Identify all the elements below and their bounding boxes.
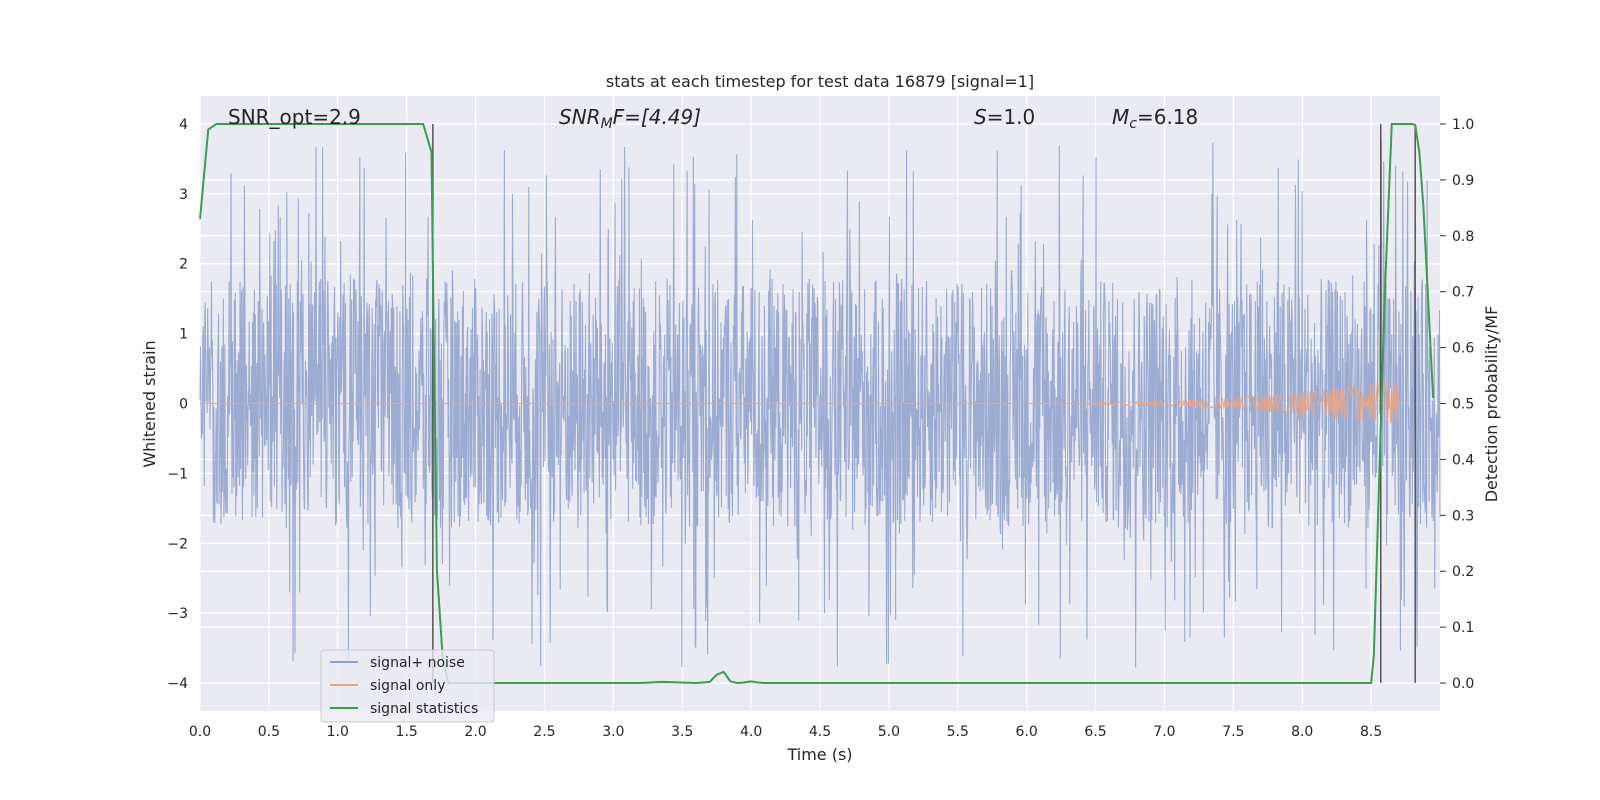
y2-tick-label-0: 0.0 — [1452, 676, 1474, 692]
mc-rest: =6.18 — [1137, 105, 1198, 129]
snr-mf-rest: F=[4.49] — [613, 105, 701, 129]
y2-tick-label-6: 0.6 — [1452, 341, 1474, 357]
x-tick-label-6: 3.0 — [602, 724, 624, 740]
legend-label-signal-noise: signal+ noise — [370, 655, 465, 671]
y-tick-label-5: 1 — [179, 327, 188, 343]
x-tick-label-2: 1.0 — [327, 724, 349, 740]
s-annotation: S=1.0 — [974, 105, 1035, 129]
y-tick-label-8: 4 — [179, 117, 188, 133]
legend: signal+ noise signal only signal statist… — [320, 649, 495, 723]
y-tick-label-3: −1 — [167, 466, 188, 482]
y2-tick-label-5: 0.5 — [1452, 397, 1474, 413]
y-tick-label-2: −2 — [167, 536, 188, 552]
mc-var: M — [1112, 105, 1129, 129]
x-tick-label-13: 6.5 — [1084, 724, 1106, 740]
snr-opt-annotation: SNR_opt=2.9 — [228, 105, 361, 129]
x-tick-label-0: 0.0 — [189, 724, 211, 740]
mc-sub: c — [1129, 116, 1137, 132]
x-tick-label-8: 4.0 — [740, 724, 762, 740]
y2-tick-label-9: 0.9 — [1452, 173, 1474, 189]
x-tick-label-10: 5.0 — [878, 724, 900, 740]
x-tick-label-16: 8.0 — [1291, 724, 1313, 740]
y2-tick-label-2: 0.2 — [1452, 564, 1474, 580]
y-axis-ticks: −4 −3 −2 −1 0 1 2 3 4 — [167, 117, 188, 692]
y-tick-label-7: 3 — [179, 187, 188, 203]
y2-axis-ticks: 0.0 0.1 0.2 0.3 0.4 0.5 0.6 0.7 0.8 0.9 1.0 — [1440, 117, 1474, 692]
x-tick-label-14: 7.0 — [1153, 724, 1175, 740]
signal-noise-line — [199, 138, 1441, 668]
snr-mf-sub: M — [601, 116, 613, 132]
y2-tick-label-1: 0.1 — [1452, 620, 1474, 636]
chart-title: stats at each timestep for test data 168… — [606, 72, 1034, 91]
x-tick-label-7: 3.5 — [671, 724, 693, 740]
signal-statistics-series — [199, 122, 1435, 685]
snr-mf-base: SNR — [559, 105, 601, 129]
y2-tick-label-7: 0.7 — [1452, 285, 1474, 301]
legend-box — [320, 649, 495, 723]
x-tick-label-9: 4.5 — [809, 724, 831, 740]
y-axis-label: Whitened strain — [140, 340, 159, 467]
y-tick-label-0: −4 — [167, 676, 188, 692]
s-rest: =1.0 — [987, 105, 1036, 129]
x-tick-label-5: 2.5 — [533, 724, 555, 740]
legend-label-signal-only: signal only — [370, 678, 445, 694]
y2-tick-label-4: 0.4 — [1452, 452, 1474, 468]
signal-only-series — [200, 380, 1400, 427]
x-axis-label: Time (s) — [786, 745, 852, 764]
mc-annotation: Mc=6.18 — [1112, 105, 1198, 132]
signal-statistics-line — [199, 122, 1435, 685]
signal-noise-series — [199, 138, 1441, 668]
x-tick-label-15: 7.5 — [1222, 724, 1244, 740]
x-axis-ticks: 0.0 0.5 1.0 1.5 2.0 2.5 3.0 3.5 4.0 4.5 5.0 5.5 6.0 6… — [189, 724, 1382, 740]
y2-axis-label: Detection probability/MF — [1482, 306, 1501, 503]
x-tick-label-12: 6.0 — [1016, 724, 1038, 740]
y2-tick-label-3: 0.3 — [1452, 508, 1474, 524]
y-tick-label-1: −3 — [167, 606, 188, 622]
y2-tick-label-10: 1.0 — [1452, 117, 1474, 133]
x-tick-label-1: 0.5 — [258, 724, 280, 740]
y-tick-label-6: 2 — [179, 257, 188, 273]
x-tick-label-17: 8.5 — [1360, 724, 1382, 740]
x-tick-label-4: 2.0 — [464, 724, 486, 740]
y-tick-label-4: 0 — [179, 397, 188, 413]
s-var: S — [974, 105, 987, 129]
x-tick-label-3: 1.5 — [396, 724, 418, 740]
snr-mf-annotation: SNRMF=[4.49] — [559, 105, 701, 132]
x-tick-label-11: 5.5 — [947, 724, 969, 740]
signal-only-line — [200, 380, 1400, 427]
y2-tick-label-8: 0.8 — [1452, 229, 1474, 245]
legend-label-signal-statistics: signal statistics — [370, 701, 478, 717]
